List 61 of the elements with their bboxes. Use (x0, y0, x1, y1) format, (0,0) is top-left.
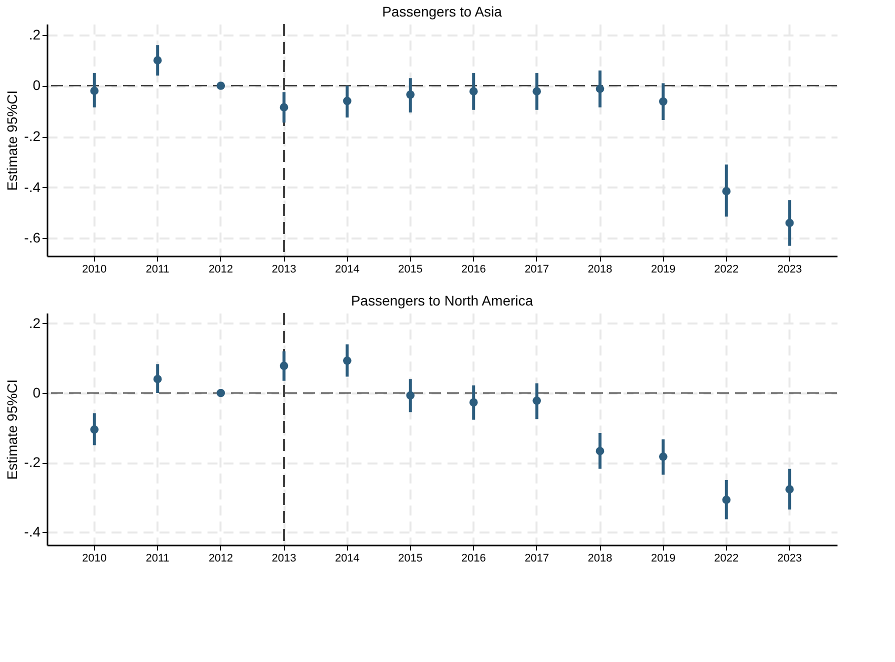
chart-title: Passengers to North America (350, 292, 534, 308)
x-tick-label: 2012 (208, 552, 234, 564)
point (343, 96, 352, 106)
x-tick-label: 2014 (334, 264, 360, 276)
point (90, 425, 99, 434)
y-tick-label: -.4 (24, 524, 41, 540)
y-tick-label: -.6 (24, 230, 41, 246)
point (469, 87, 478, 96)
y-tick-label: .2 (28, 26, 41, 42)
x-tick-label: 2022 (714, 264, 739, 276)
x-tick-label: 2016 (461, 264, 486, 276)
x-tick-label: 2014 (334, 552, 360, 564)
point (785, 218, 794, 228)
point (343, 356, 352, 365)
x-tick-label: 2012 (208, 264, 234, 276)
point (785, 485, 794, 494)
y-tick-label: -.2 (24, 128, 41, 144)
x-tick-label: 2015 (398, 552, 423, 564)
x-tick-label: 2017 (524, 264, 550, 276)
y-tick-label: 0 (32, 77, 41, 94)
x-tick-label: 2013 (272, 264, 296, 276)
chart-title: Passengers to Asia (382, 3, 502, 20)
x-tick-label: 2017 (524, 552, 550, 564)
point (216, 388, 225, 398)
point (216, 82, 225, 90)
x-tick-label: 2022 (714, 552, 739, 564)
y-axis-title: Estimate 95%CI (4, 379, 20, 480)
x-tick-label: 2010 (82, 552, 107, 564)
point (596, 84, 604, 93)
point (406, 90, 415, 99)
y-tick-label: .2 (28, 314, 41, 331)
point (596, 446, 604, 456)
point (469, 398, 478, 407)
y-tick-label: 0 (32, 384, 41, 400)
x-tick-label: 2023 (777, 552, 802, 564)
x-tick-label: 2010 (82, 264, 107, 276)
point (659, 452, 668, 461)
point (532, 396, 541, 405)
point (280, 103, 288, 112)
y-axis-title: Estimate 95%CI (4, 90, 20, 191)
point (722, 187, 731, 196)
x-tick-label: 2023 (777, 264, 802, 276)
point (406, 391, 415, 400)
x-tick-label: 2018 (588, 264, 612, 276)
point (90, 86, 99, 96)
x-tick-label: 2011 (146, 264, 170, 276)
x-tick-label: 2019 (650, 552, 676, 564)
x-tick-label: 2018 (588, 552, 612, 564)
point (722, 496, 731, 504)
point (153, 374, 162, 384)
point (532, 87, 541, 96)
y-tick-label: -.2 (24, 454, 41, 470)
x-tick-label: 2013 (272, 552, 296, 564)
point (659, 97, 668, 106)
y-tick-label: -.4 (24, 178, 41, 195)
x-tick-label: 2019 (650, 264, 676, 276)
point (280, 362, 288, 370)
x-tick-label: 2016 (461, 552, 486, 564)
point (153, 56, 162, 65)
x-tick-label: 2011 (146, 552, 170, 564)
x-tick-label: 2015 (398, 264, 423, 276)
